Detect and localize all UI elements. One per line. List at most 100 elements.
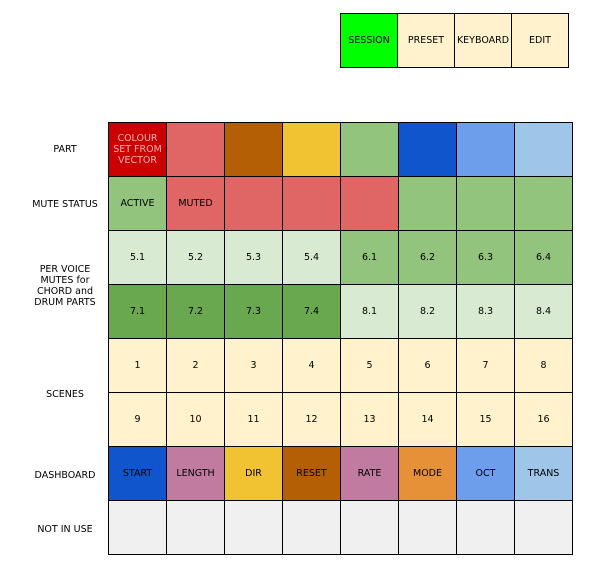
- pad-r2-c8[interactable]: [514, 176, 573, 231]
- label-scenes: SCENES: [46, 388, 84, 400]
- pad-r4-c5[interactable]: 8.1: [340, 284, 399, 339]
- pad-label: 10: [189, 414, 202, 425]
- pad-r2-c1[interactable]: ACTIVE: [108, 176, 167, 231]
- pad-r4-c7[interactable]: 8.3: [456, 284, 515, 339]
- pad-label: 14: [421, 414, 434, 425]
- pad-label: 6: [424, 360, 431, 371]
- pad-label: 9: [134, 414, 141, 425]
- pad-r6-c6[interactable]: 14: [398, 392, 457, 447]
- pad-r1-c3[interactable]: [224, 122, 283, 177]
- pad-r1-c7[interactable]: [456, 122, 515, 177]
- pad-r7-c2[interactable]: LENGTH: [166, 446, 225, 501]
- pad-r6-c5[interactable]: 13: [340, 392, 399, 447]
- pad-r5-c8[interactable]: 8: [514, 338, 573, 393]
- pad-r5-c2[interactable]: 2: [166, 338, 225, 393]
- pad-label: 8.4: [535, 306, 552, 317]
- pad-label: COLOUR SET FROM VECTOR: [113, 133, 162, 166]
- pad-r1-c2[interactable]: [166, 122, 225, 177]
- pad-label: MODE: [413, 468, 442, 479]
- pad-r7-c4[interactable]: RESET: [282, 446, 341, 501]
- pad-label: 1: [134, 360, 141, 371]
- pad-r6-c8[interactable]: 16: [514, 392, 573, 447]
- pad-label: OCT: [475, 468, 496, 479]
- pad-r3-c2[interactable]: 5.2: [166, 230, 225, 285]
- pad-r1-c5[interactable]: [340, 122, 399, 177]
- pad-r7-c1[interactable]: START: [108, 446, 167, 501]
- pad-r5-c6[interactable]: 6: [398, 338, 457, 393]
- pad-label: START: [122, 468, 153, 479]
- pad-r2-c2[interactable]: MUTED: [166, 176, 225, 231]
- pad-r3-c6[interactable]: 6.2: [398, 230, 457, 285]
- pad-label: 5.4: [303, 252, 320, 263]
- pad-r8-c2[interactable]: [166, 500, 225, 555]
- pad-r8-c4[interactable]: [282, 500, 341, 555]
- tab-edit[interactable]: EDIT: [511, 13, 569, 68]
- pad-r2-c6[interactable]: [398, 176, 457, 231]
- pad-r3-c1[interactable]: 5.1: [108, 230, 167, 285]
- pad-r6-c7[interactable]: 15: [456, 392, 515, 447]
- pad-r5-c5[interactable]: 5: [340, 338, 399, 393]
- pad-r7-c7[interactable]: OCT: [456, 446, 515, 501]
- pad-r7-c3[interactable]: DIR: [224, 446, 283, 501]
- pad-r8-c1[interactable]: [108, 500, 167, 555]
- pad-label: 3: [250, 360, 257, 371]
- tab-keyboard[interactable]: KEYBOARD: [454, 13, 512, 68]
- pad-label: 8: [540, 360, 547, 371]
- pad-r3-c8[interactable]: 6.4: [514, 230, 573, 285]
- pad-r1-c8[interactable]: [514, 122, 573, 177]
- pad-r4-c6[interactable]: 8.2: [398, 284, 457, 339]
- pad-label: DIR: [245, 468, 262, 479]
- tab-preset[interactable]: PRESET: [397, 13, 455, 68]
- pad-r7-c5[interactable]: RATE: [340, 446, 399, 501]
- pad-r4-c2[interactable]: 7.2: [166, 284, 225, 339]
- pad-label: 5.3: [245, 252, 262, 263]
- pad-r8-c7[interactable]: [456, 500, 515, 555]
- pad-label: 6.4: [535, 252, 552, 263]
- label-dashboard: DASHBOARD: [34, 469, 96, 481]
- pad-label: 7.4: [303, 306, 320, 317]
- label-not-in-use: NOT IN USE: [37, 523, 93, 535]
- pad-r2-c5[interactable]: [340, 176, 399, 231]
- pad-label: 4: [308, 360, 315, 371]
- label-per-voice-mutes: PER VOICE MUTES for CHORD and DRUM PARTS: [34, 264, 96, 308]
- pad-r8-c6[interactable]: [398, 500, 457, 555]
- pad-r7-c6[interactable]: MODE: [398, 446, 457, 501]
- pad-r1-c6[interactable]: [398, 122, 457, 177]
- pad-r1-c4[interactable]: [282, 122, 341, 177]
- pad-r6-c2[interactable]: 10: [166, 392, 225, 447]
- tab-session[interactable]: SESSION: [340, 13, 398, 68]
- pad-r8-c5[interactable]: [340, 500, 399, 555]
- pad-r4-c8[interactable]: 8.4: [514, 284, 573, 339]
- pad-label: LENGTH: [176, 468, 215, 479]
- pad-r7-c8[interactable]: TRANS: [514, 446, 573, 501]
- pad-r5-c3[interactable]: 3: [224, 338, 283, 393]
- pad-r5-c7[interactable]: 7: [456, 338, 515, 393]
- pad-label: MUTED: [178, 198, 213, 209]
- pad-r1-c1[interactable]: COLOUR SET FROM VECTOR: [108, 122, 167, 177]
- pad-r2-c7[interactable]: [456, 176, 515, 231]
- pad-r3-c3[interactable]: 5.3: [224, 230, 283, 285]
- pad-label: 12: [305, 414, 318, 425]
- pad-r4-c1[interactable]: 7.1: [108, 284, 167, 339]
- pad-label: 6.1: [361, 252, 378, 263]
- pad-r2-c4[interactable]: [282, 176, 341, 231]
- pad-label: 8.2: [419, 306, 436, 317]
- pad-r8-c3[interactable]: [224, 500, 283, 555]
- pad-r8-c8[interactable]: [514, 500, 573, 555]
- pad-r6-c4[interactable]: 12: [282, 392, 341, 447]
- pad-r3-c4[interactable]: 5.4: [282, 230, 341, 285]
- pad-r5-c4[interactable]: 4: [282, 338, 341, 393]
- pad-r4-c4[interactable]: 7.4: [282, 284, 341, 339]
- pad-label: 8.1: [361, 306, 378, 317]
- pad-r4-c3[interactable]: 7.3: [224, 284, 283, 339]
- pad-r3-c5[interactable]: 6.1: [340, 230, 399, 285]
- pad-r2-c3[interactable]: [224, 176, 283, 231]
- mode-tabs: SESSION PRESET KEYBOARD EDIT: [340, 13, 572, 68]
- pad-r6-c3[interactable]: 11: [224, 392, 283, 447]
- pad-label: 15: [479, 414, 492, 425]
- pad-r6-c1[interactable]: 9: [108, 392, 167, 447]
- pad-r5-c1[interactable]: 1: [108, 338, 167, 393]
- pad-r3-c7[interactable]: 6.3: [456, 230, 515, 285]
- pad-label: 13: [363, 414, 376, 425]
- pad-label: 5.1: [129, 252, 146, 263]
